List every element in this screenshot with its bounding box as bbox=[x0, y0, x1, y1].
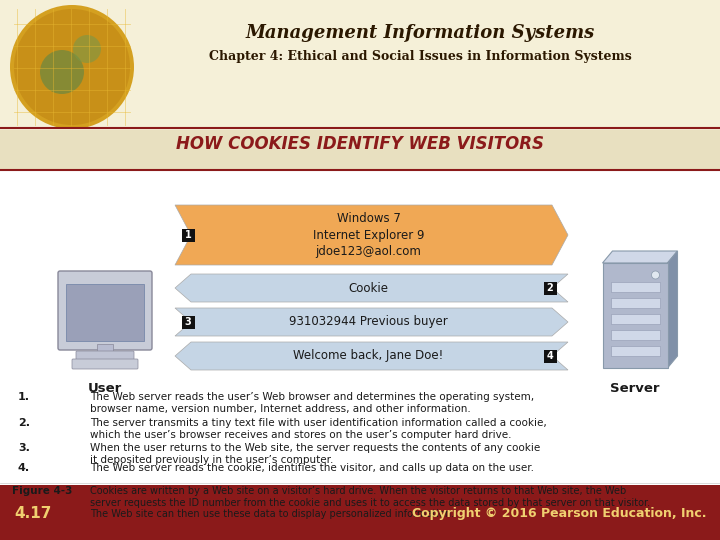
Polygon shape bbox=[175, 342, 568, 370]
FancyBboxPatch shape bbox=[544, 281, 557, 294]
Text: Management Information Systems: Management Information Systems bbox=[246, 24, 595, 42]
FancyBboxPatch shape bbox=[181, 228, 194, 241]
Text: Cookie: Cookie bbox=[348, 281, 389, 294]
Text: Figure 4-3: Figure 4-3 bbox=[12, 486, 73, 496]
Text: Cookies are written by a Web site on a visitor’s hard drive. When the visitor re: Cookies are written by a Web site on a v… bbox=[90, 486, 650, 519]
Text: The Web server reads the cookie, identifies the visitor, and calls up data on th: The Web server reads the cookie, identif… bbox=[90, 463, 534, 473]
FancyBboxPatch shape bbox=[181, 315, 194, 328]
Text: 931032944 Previous buyer: 931032944 Previous buyer bbox=[289, 315, 448, 328]
Text: 2.: 2. bbox=[18, 418, 30, 428]
FancyBboxPatch shape bbox=[66, 284, 144, 341]
FancyBboxPatch shape bbox=[603, 263, 667, 368]
Text: 3: 3 bbox=[184, 317, 192, 327]
FancyBboxPatch shape bbox=[0, 0, 720, 130]
Circle shape bbox=[14, 9, 130, 125]
FancyBboxPatch shape bbox=[0, 485, 720, 540]
Text: Welcome back, Jane Doe!: Welcome back, Jane Doe! bbox=[293, 349, 444, 362]
Text: 4.17: 4.17 bbox=[14, 505, 51, 521]
Polygon shape bbox=[667, 251, 678, 368]
Polygon shape bbox=[175, 274, 568, 302]
Polygon shape bbox=[603, 251, 678, 263]
Circle shape bbox=[10, 5, 134, 129]
Text: Copyright © 2016 Pearson Education, Inc.: Copyright © 2016 Pearson Education, Inc. bbox=[412, 507, 706, 519]
Text: Windows 7
Internet Explorer 9
jdoe123@aol.com: Windows 7 Internet Explorer 9 jdoe123@ao… bbox=[312, 212, 424, 259]
FancyBboxPatch shape bbox=[76, 351, 134, 363]
Text: Chapter 4: Ethical and Social Issues in Information Systems: Chapter 4: Ethical and Social Issues in … bbox=[209, 50, 631, 63]
Text: Server: Server bbox=[611, 382, 660, 395]
FancyBboxPatch shape bbox=[611, 314, 660, 324]
Text: When the user returns to the Web site, the server requests the contents of any c: When the user returns to the Web site, t… bbox=[90, 443, 540, 464]
FancyBboxPatch shape bbox=[611, 282, 660, 292]
Text: The Web server reads the user’s Web browser and determines the operating system,: The Web server reads the user’s Web brow… bbox=[90, 392, 534, 414]
Polygon shape bbox=[175, 308, 568, 336]
Text: 3.: 3. bbox=[18, 443, 30, 453]
FancyBboxPatch shape bbox=[0, 130, 720, 170]
Text: 1.: 1. bbox=[18, 392, 30, 402]
Polygon shape bbox=[175, 205, 568, 265]
FancyBboxPatch shape bbox=[611, 330, 660, 340]
FancyBboxPatch shape bbox=[58, 271, 152, 350]
Text: User: User bbox=[88, 382, 122, 395]
Text: 4: 4 bbox=[546, 351, 554, 361]
Circle shape bbox=[73, 35, 101, 63]
FancyBboxPatch shape bbox=[72, 359, 138, 369]
Text: 2: 2 bbox=[546, 283, 554, 293]
FancyBboxPatch shape bbox=[611, 346, 660, 356]
Text: 4.: 4. bbox=[18, 463, 30, 473]
Text: 1: 1 bbox=[184, 230, 192, 240]
Circle shape bbox=[40, 50, 84, 94]
FancyBboxPatch shape bbox=[544, 349, 557, 362]
Text: HOW COOKIES IDENTIFY WEB VISITORS: HOW COOKIES IDENTIFY WEB VISITORS bbox=[176, 135, 544, 153]
FancyBboxPatch shape bbox=[97, 344, 113, 354]
Text: The server transmits a tiny text file with user identification information calle: The server transmits a tiny text file wi… bbox=[90, 418, 546, 440]
FancyBboxPatch shape bbox=[0, 170, 720, 485]
FancyBboxPatch shape bbox=[611, 298, 660, 308]
Circle shape bbox=[652, 271, 660, 279]
